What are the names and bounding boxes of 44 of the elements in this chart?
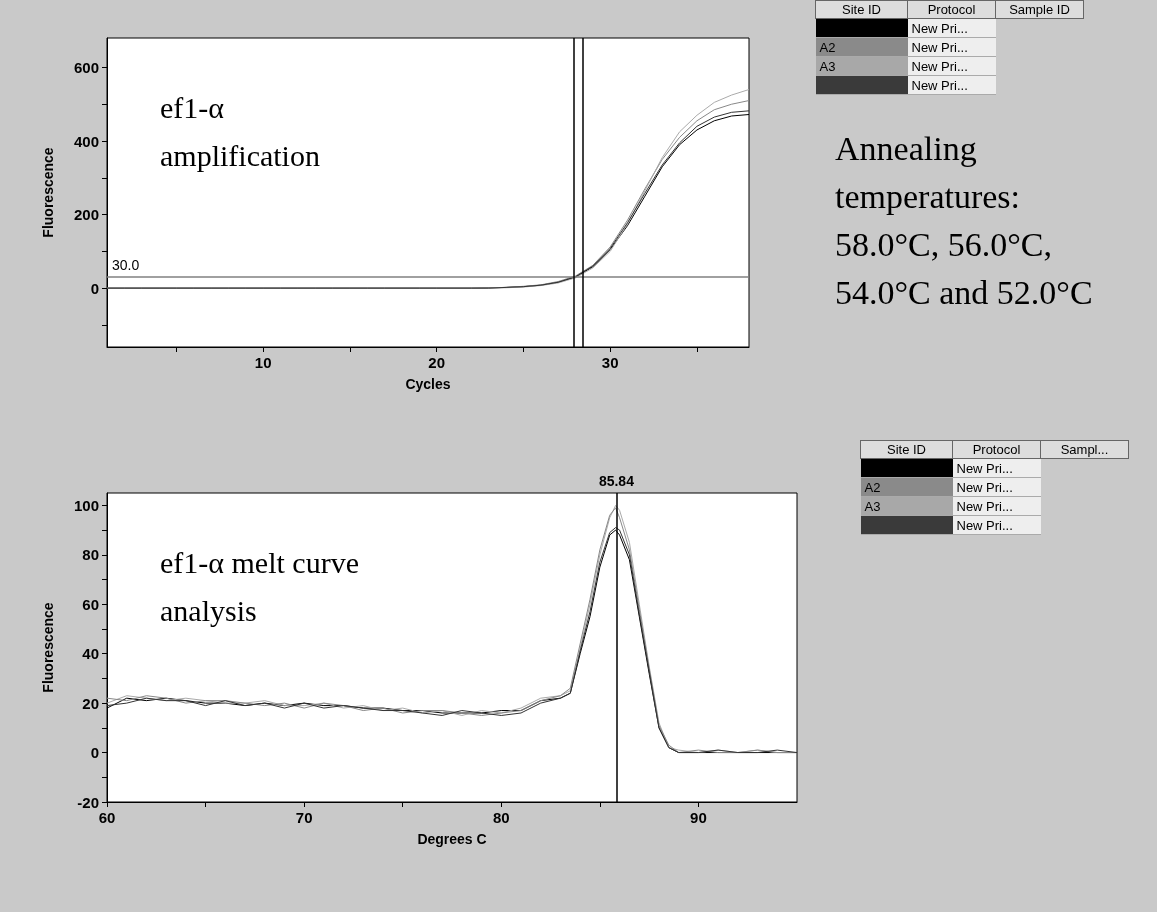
category-label: Site ID <box>860 440 953 459</box>
y-tick-label: -20 <box>77 793 99 811</box>
x-tick-label: 10 <box>254 354 272 371</box>
category-label: Sampl... <box>1040 440 1129 459</box>
text: New Pri... <box>911 20 968 36</box>
category-label: Protocol <box>907 0 996 19</box>
y-tick-label: 0 <box>90 744 99 762</box>
y-axis-title: Fluorescence <box>40 602 56 693</box>
text: New Pri... <box>911 58 968 74</box>
x-axis-title: Degrees C <box>417 831 487 847</box>
category-label: Site ID <box>815 0 908 19</box>
ref-line-label: 30.0 <box>112 257 140 274</box>
x-tick-label: 30 <box>601 354 619 371</box>
text: New Pri... <box>956 479 1013 495</box>
text: New Pri... <box>956 517 1013 533</box>
text: New Pri... <box>956 460 1013 476</box>
text: ef1-α amplification <box>160 90 320 172</box>
y-tick-label: 0 <box>90 279 99 297</box>
x-tick-label: 70 <box>295 809 313 826</box>
category-label: A3 <box>864 498 881 514</box>
category-label: A3 <box>819 58 836 74</box>
category-label: A2 <box>864 479 881 495</box>
text: ef1-α melt curve analysis <box>160 545 367 627</box>
x-tick-label: 80 <box>492 809 510 826</box>
y-tick-label: 100 <box>73 496 99 514</box>
y-tick-label: 40 <box>82 645 99 663</box>
y-axis-title: Fluorescence <box>40 147 56 238</box>
x-tick-label: 20 <box>428 354 446 371</box>
y-tick-label: 80 <box>82 546 99 564</box>
x-tick-label: 90 <box>690 809 707 826</box>
text: Annealing temperatures: 58.0°C, 56.0°C, 54.0°C and 52.0°C <box>835 129 1094 313</box>
y-tick-label: 400 <box>73 132 99 150</box>
text: New Pri... <box>911 77 968 93</box>
y-tick-label: 600 <box>73 58 99 76</box>
category-label: Sample ID <box>995 0 1084 19</box>
ref-line-label: 85.84 <box>598 473 635 489</box>
category-label: Protocol <box>952 440 1041 459</box>
category-label: A2 <box>819 39 836 55</box>
text: New Pri... <box>956 498 1013 514</box>
y-tick-label: 60 <box>82 595 99 613</box>
x-axis-title: Cycles <box>405 376 451 392</box>
y-tick-label: 200 <box>73 206 99 224</box>
y-tick-label: 20 <box>82 694 99 712</box>
text: New Pri... <box>911 39 968 55</box>
